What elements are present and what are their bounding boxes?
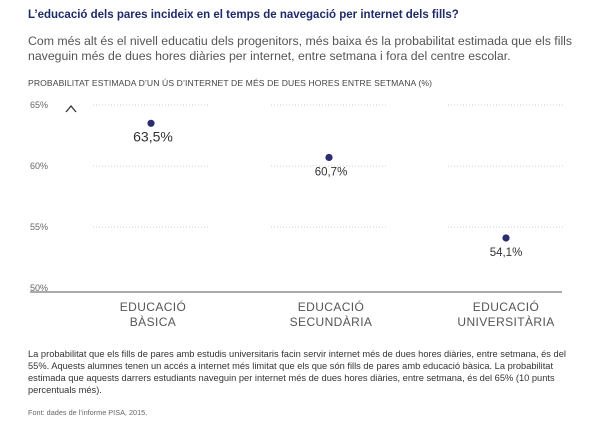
y-tick-label: 50% <box>30 283 48 293</box>
category-label: SECUNDÀRIA <box>290 314 373 329</box>
category-label: EDUCACIÓ <box>120 299 187 314</box>
data-label: 54,1% <box>490 247 523 259</box>
data-label: 63,5% <box>133 128 173 144</box>
data-point <box>325 153 333 162</box>
y-tick-label: 65% <box>30 100 48 110</box>
category-label: EDUCACIÓ <box>473 299 540 314</box>
axis-arrow-icon <box>65 104 77 113</box>
data-point <box>502 234 510 242</box>
source-note: Font: dades de l’informe PISA, 2015. <box>28 408 148 417</box>
chart-title: L’educació dels pares incideix en el tem… <box>28 9 459 21</box>
category-label: EDUCACIÓ <box>298 299 365 314</box>
data-point <box>147 119 155 127</box>
category-label: UNIVERSITÀRIA <box>457 314 554 329</box>
category-label: BÀSICA <box>130 314 176 329</box>
y-tick-label: 60% <box>30 161 48 171</box>
y-axis-title: PROBABILITAT ESTIMADA D’UN ÚS D’INTERNET… <box>28 78 433 88</box>
y-tick-label: 55% <box>30 222 48 232</box>
chart: 65%60%55%50%63,5%60,7%54,1%EDUCACIÓBÀSIC… <box>30 100 564 329</box>
footnote: La probabilitat que els fills de pares a… <box>28 349 566 395</box>
chart-subtitle: Com més alt és el nivell educatiu dels p… <box>28 34 573 63</box>
data-label: 60,7% <box>315 166 348 178</box>
